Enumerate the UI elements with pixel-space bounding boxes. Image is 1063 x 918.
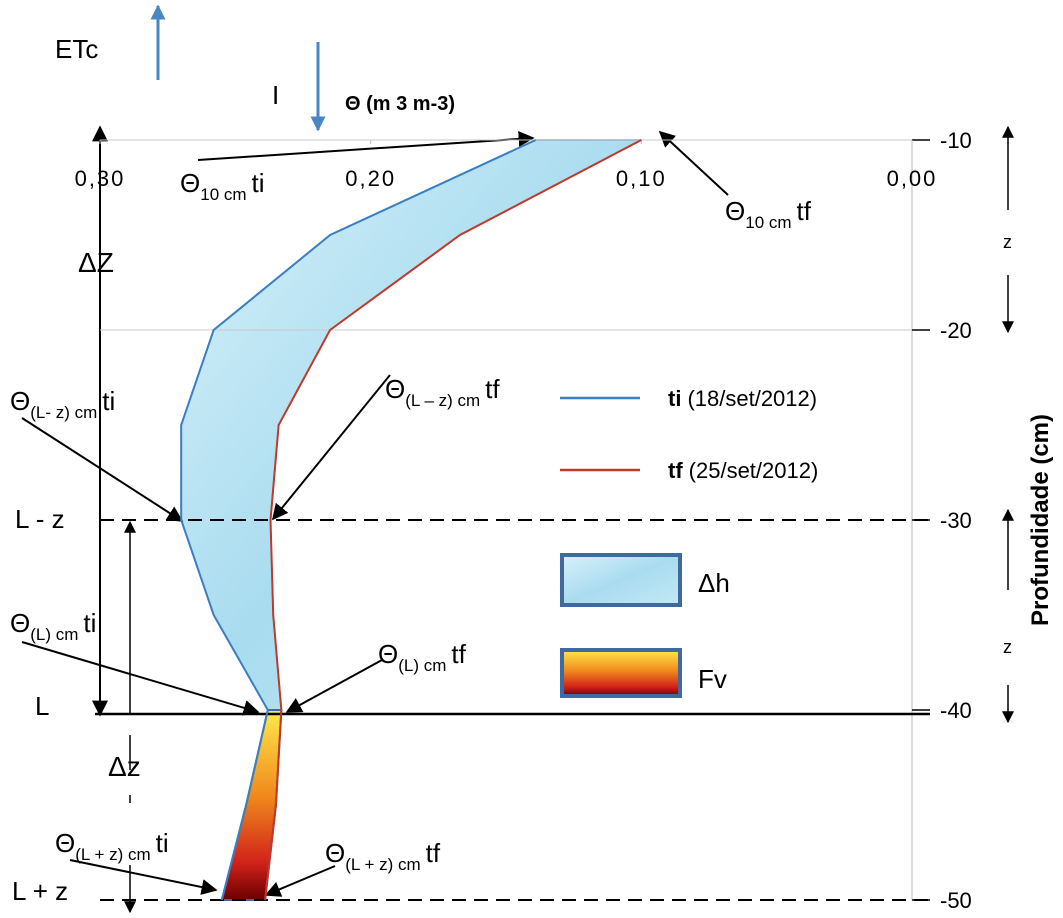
annotation: Θ(L) cm ti: [10, 608, 96, 644]
annotation-suffix: ti: [83, 608, 96, 638]
fv-area: [222, 710, 282, 900]
annotation-symbol: Θ: [10, 386, 30, 416]
annotation-suffix: ti: [252, 168, 265, 198]
legend-swatch-fv: [562, 650, 680, 696]
z-label: z: [1003, 637, 1012, 657]
annotation-symbol: Θ: [180, 168, 200, 198]
legend-label: Δh: [698, 568, 730, 598]
annotation-sub: (L) cm: [30, 625, 78, 644]
legend-period: (25/set/2012): [689, 458, 819, 483]
annotation: Θ10 cm tf: [725, 196, 812, 232]
annotation-symbol: Θ: [725, 196, 745, 226]
annotation-sub: 10 cm: [745, 213, 791, 232]
legend-name: ti: [668, 386, 681, 411]
annotation-symbol: Θ: [378, 639, 398, 669]
annotation: Θ(L) cm tf: [378, 639, 467, 675]
y-tick-label: -30: [940, 508, 972, 533]
x-tick-label: 0,20: [345, 166, 396, 191]
arrow: [266, 866, 335, 895]
annotation-suffix: tf: [797, 196, 812, 226]
arrow: [70, 860, 216, 890]
legend-period: (18/set/2012): [687, 386, 817, 411]
depth-label: ΔZ: [78, 247, 114, 278]
annotation: Θ(L + z) cm tf: [325, 838, 441, 874]
depth-label: Δz: [108, 751, 141, 782]
flux-label: ETc: [55, 34, 98, 64]
plot-layer: Δh Fv Θ (m 3 m-3) Profundidade (cm) ETc …: [10, 6, 1054, 913]
x-tick-label: 0,10: [616, 166, 667, 191]
annotation-symbol: Θ: [325, 838, 345, 868]
depth-label: L - z: [15, 504, 65, 534]
z-label: z: [1003, 232, 1012, 252]
annotation: Θ(L + z) cm ti: [55, 828, 169, 864]
flux-label: I: [272, 80, 279, 110]
depth-label: L: [35, 691, 49, 721]
annotation: Θ10 cm ti: [180, 168, 265, 204]
legend-label: Fv: [698, 664, 727, 694]
legend-label: tf(25/set/2012): [668, 458, 818, 483]
arrow: [287, 660, 382, 712]
annotation-symbol: Θ: [55, 828, 75, 858]
annotation-sub: (L – z) cm: [405, 391, 480, 410]
arrow: [660, 132, 728, 195]
y-tick-label: -20: [940, 318, 972, 343]
x-tick-label: 0,30: [75, 166, 126, 191]
annotation-sub: (L + z) cm: [345, 855, 420, 874]
depth-label: L + z: [12, 876, 68, 906]
x-tick-label: 0,00: [887, 166, 938, 191]
y-axis-title: Profundidade (cm): [1027, 414, 1054, 626]
annotation-symbol: Θ: [10, 608, 30, 638]
annotation-suffix: tf: [451, 639, 466, 669]
chart: Δh Fv Θ (m 3 m-3) Profundidade (cm) ETc …: [0, 0, 1063, 918]
annotation-sub: (L) cm: [398, 656, 446, 675]
annotation-sub: 10 cm: [200, 185, 246, 204]
arrow: [198, 138, 533, 160]
y-tick-label: -40: [940, 698, 972, 723]
y-tick-label: -50: [940, 888, 972, 913]
annotation-suffix: ti: [156, 828, 169, 858]
x-axis-title: Θ (m 3 m-3): [345, 93, 455, 115]
annotation-suffix: ti: [102, 386, 115, 416]
annotation-sub: (L + z) cm: [75, 845, 150, 864]
legend-label: ti(18/set/2012): [668, 386, 817, 411]
legend-swatch-delta-h: [562, 555, 680, 605]
y-tick-label: -10: [940, 128, 972, 153]
arrow: [22, 642, 258, 712]
annotation-suffix: tf: [485, 374, 500, 404]
annotation-symbol: Θ: [385, 374, 405, 404]
delta-h-area: [181, 140, 641, 710]
legend-name: tf: [668, 458, 683, 483]
annotation: Θ(L – z) cm tf: [385, 374, 500, 410]
annotation-suffix: tf: [426, 838, 441, 868]
annotation-sub: (L- z) cm: [30, 403, 97, 422]
